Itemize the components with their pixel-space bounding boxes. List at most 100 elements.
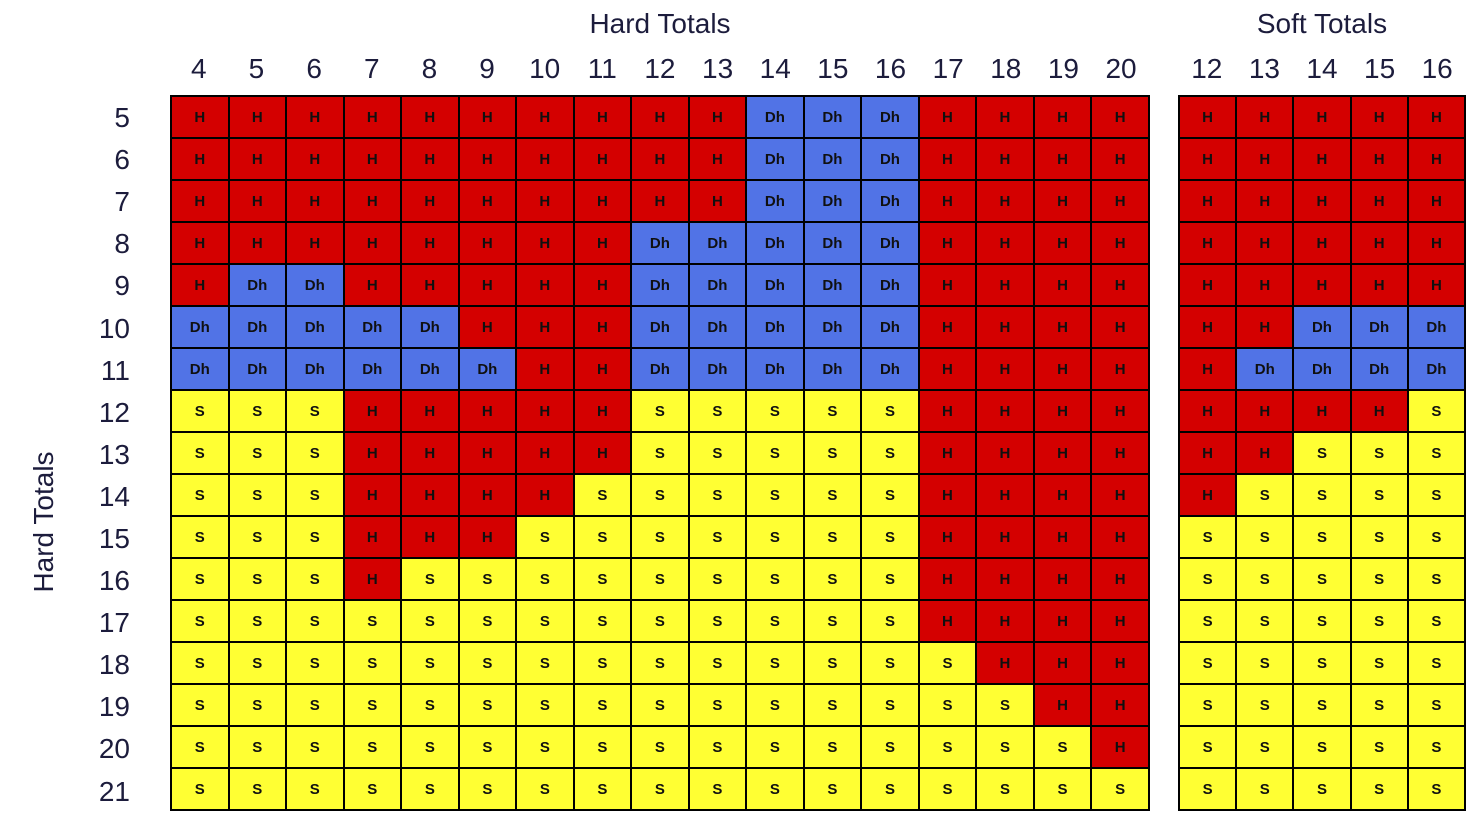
grid-cell-dh: Dh (1292, 305, 1352, 349)
row-labels: 5 6 7 8 9 10 11 12 13 14 15 16 17 18 19 20 21 (0, 97, 130, 813)
grid-cell-h: H (1177, 347, 1238, 391)
grid-cell-s: S (1406, 725, 1467, 769)
grid-cell-s: S (1235, 473, 1295, 517)
grid-cell-h: H (515, 263, 575, 307)
grid-cell-h: H (1090, 641, 1150, 685)
grid-cell-h: H (1090, 347, 1150, 391)
grid-cell-h: H (1349, 389, 1409, 433)
grid-cell-dh: Dh (170, 305, 230, 349)
grid-cell-s: S (687, 473, 748, 517)
grid-cell-h: H (515, 95, 575, 139)
grid-cell-s: S (227, 389, 288, 433)
grid-cell-s: S (1349, 473, 1409, 517)
grid-cell-s: S (975, 683, 1035, 727)
grid-cell-s: S (170, 767, 230, 811)
grid-cell-h: H (1406, 137, 1467, 181)
grid-cell-h: H (457, 515, 518, 559)
grid-cell-s: S (457, 725, 518, 769)
grid-cell-h: H (1032, 95, 1093, 139)
grid-cell-s: S (572, 557, 633, 601)
table-row: Dh Dh Dh Dh Dh H H H Dh Dh Dh Dh Dh H H H H (170, 305, 1150, 349)
grid-cell-h: H (285, 179, 345, 223)
grid-cell-h: H (1177, 305, 1238, 349)
grid-cell-h: H (917, 599, 978, 643)
grid-cell-s: S (1292, 767, 1352, 811)
grid-cell-dh: Dh (860, 347, 920, 391)
grid-cell-h: H (1235, 221, 1295, 265)
grid-cell-h: H (975, 137, 1035, 181)
grid-cell-h: H (515, 221, 575, 265)
grid-cell-h: H (1090, 305, 1150, 349)
column-header: 12 (1191, 53, 1223, 84)
grid-cell-h: H (1292, 179, 1352, 223)
grid-cell-h: H (1032, 263, 1093, 307)
grid-cell-s: S (1349, 683, 1409, 727)
grid-cell-s: S (1406, 431, 1467, 475)
grid-cell-dh: Dh (400, 347, 460, 391)
column-header: 14 (1306, 53, 1338, 84)
grid-cell-s: S (860, 767, 920, 811)
grid-cell-h: H (1090, 431, 1150, 475)
grid-cell-s: S (860, 389, 920, 433)
grid-cell-s: S (687, 515, 748, 559)
grid-cell-h: H (917, 557, 978, 601)
grid-cell-s: S (917, 683, 978, 727)
grid-cell-s: S (400, 725, 460, 769)
grid-cell-h: H (572, 179, 633, 223)
row-label: 16 (98, 565, 130, 597)
grid-cell-s: S (1177, 725, 1238, 769)
grid-cell-s: S (802, 599, 863, 643)
grid-cell-dh: Dh (285, 263, 345, 307)
grid-cell-dh: Dh (745, 263, 805, 307)
grid-cell-s: S (687, 599, 748, 643)
grid-cell-h: H (1235, 179, 1295, 223)
grid-cell-dh: Dh (1406, 347, 1467, 391)
grid-cell-s: S (1349, 641, 1409, 685)
grid-cell-s: S (745, 725, 805, 769)
column-header: 7 (363, 53, 380, 84)
grid-cell-dh: Dh (227, 347, 288, 391)
grid-cell-h: H (975, 95, 1035, 139)
grid-cell-h: H (1292, 389, 1352, 433)
grid-cell-dh: Dh (745, 95, 805, 139)
grid-cell-h: H (1032, 473, 1093, 517)
grid-cell-s: S (1292, 725, 1352, 769)
grid-cell-h: H (1406, 221, 1467, 265)
grid-cell-h: H (917, 515, 978, 559)
grid-cell-dh: Dh (687, 347, 748, 391)
grid-cell-s: S (227, 599, 288, 643)
grid-cell-dh: Dh (687, 263, 748, 307)
grid-cell-h: H (515, 347, 575, 391)
grid-cell-s: S (227, 767, 288, 811)
grid-cell-h: H (1177, 221, 1238, 265)
grid-cell-h: H (687, 95, 748, 139)
grid-cell-h: H (917, 95, 978, 139)
row-label: 17 (98, 607, 130, 639)
column-header: 18 (990, 53, 1022, 84)
grid-cell-h: H (227, 221, 288, 265)
grid-cell-h: H (1406, 263, 1467, 307)
grid-cell-s: S (802, 767, 863, 811)
row-label: 6 (114, 144, 130, 176)
grid-cell-s: S (860, 641, 920, 685)
grid-cell-s: S (860, 557, 920, 601)
grid-cell-s: S (630, 557, 690, 601)
grid-cell-s: S (1406, 599, 1467, 643)
grid-cell-s: S (1349, 767, 1409, 811)
column-header: 16 (874, 53, 907, 84)
grid-cell-h: H (342, 515, 403, 559)
grid-cell-h: H (1177, 473, 1238, 517)
grid-cell-dh: Dh (802, 95, 863, 139)
grid-cell-s: S (227, 431, 288, 475)
grid-cell-h: H (400, 515, 460, 559)
grid-cell-s: S (342, 683, 403, 727)
grid-cell-h: H (170, 137, 230, 181)
grid-cell-s: S (1292, 515, 1352, 559)
grid-cell-h: H (1235, 305, 1295, 349)
grid-cell-h: H (1032, 599, 1093, 643)
